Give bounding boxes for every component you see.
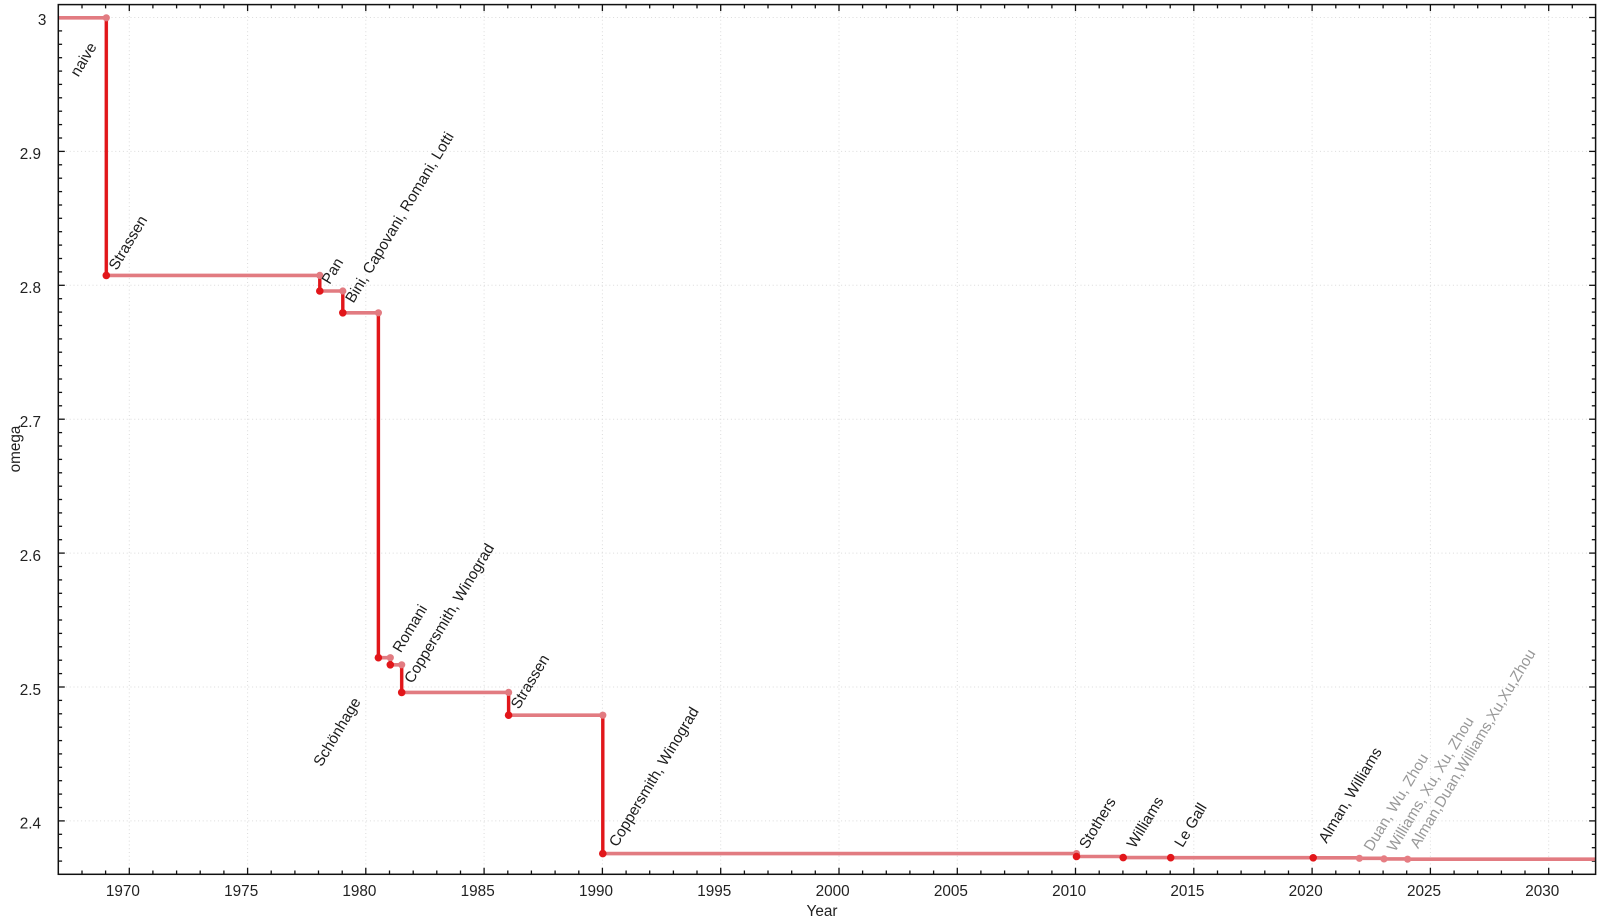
- svg-text:omega: omega: [7, 425, 24, 472]
- svg-text:2020: 2020: [1289, 883, 1323, 900]
- svg-text:2.7: 2.7: [20, 414, 41, 431]
- svg-text:3: 3: [38, 12, 47, 29]
- svg-text:2005: 2005: [934, 883, 968, 900]
- svg-text:1985: 1985: [461, 883, 495, 900]
- svg-text:2025: 2025: [1407, 883, 1441, 900]
- svg-text:2.9: 2.9: [20, 146, 41, 163]
- svg-text:1975: 1975: [224, 883, 258, 900]
- svg-text:2.6: 2.6: [20, 548, 41, 565]
- svg-text:2.5: 2.5: [20, 682, 41, 699]
- svg-text:2000: 2000: [816, 883, 850, 900]
- svg-text:1990: 1990: [579, 883, 613, 900]
- svg-text:1970: 1970: [106, 883, 140, 900]
- svg-text:1995: 1995: [697, 883, 731, 900]
- svg-text:2015: 2015: [1170, 883, 1204, 900]
- svg-text:2010: 2010: [1052, 883, 1086, 900]
- svg-text:2.8: 2.8: [20, 280, 41, 297]
- svg-text:2.4: 2.4: [20, 816, 42, 833]
- svg-text:1980: 1980: [342, 883, 376, 900]
- svg-text:Year: Year: [807, 903, 838, 920]
- svg-text:2030: 2030: [1525, 883, 1559, 900]
